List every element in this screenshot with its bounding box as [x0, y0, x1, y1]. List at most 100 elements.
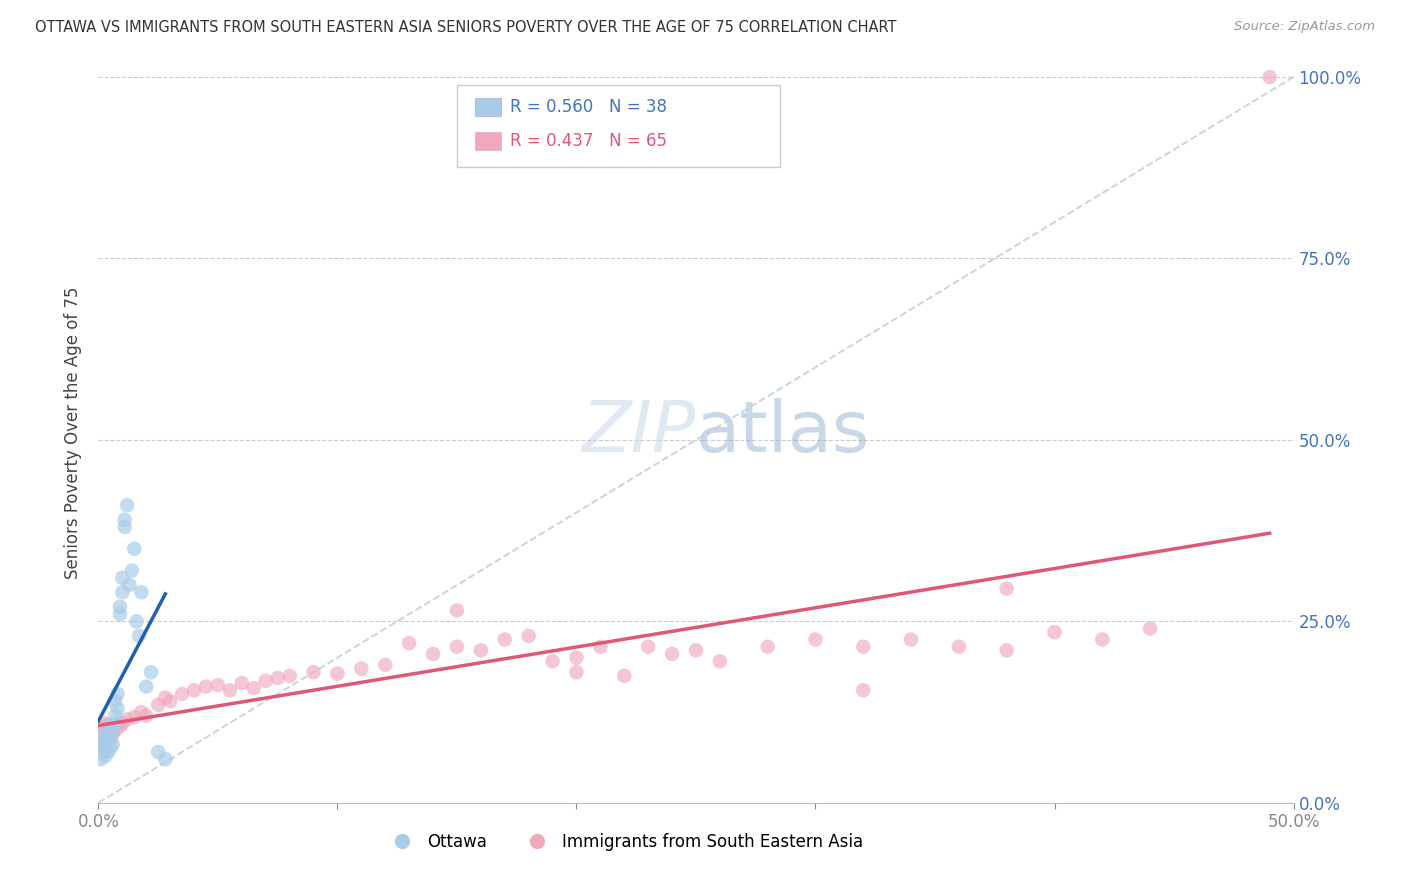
Point [108, 720, 131, 734]
Point [108, 599, 131, 614]
Point [267, 671, 290, 685]
Point [114, 513, 136, 527]
Point [98, 720, 122, 734]
Point [207, 678, 229, 692]
Point [91, 745, 114, 759]
Point [852, 640, 875, 654]
Point [709, 654, 731, 668]
Point [900, 632, 922, 647]
Point [231, 676, 253, 690]
Point [326, 666, 349, 681]
Point [804, 632, 827, 647]
Point [94, 731, 117, 745]
Point [756, 640, 779, 654]
Point [128, 629, 150, 643]
Point [97, 729, 120, 743]
Point [541, 654, 564, 668]
Point [98, 741, 122, 756]
Point [98, 731, 122, 745]
Point [195, 680, 218, 694]
Point [278, 669, 301, 683]
Text: atlas: atlas [696, 398, 870, 467]
Point [94, 734, 117, 748]
Point [111, 571, 134, 585]
Point [148, 745, 170, 759]
Point [183, 683, 205, 698]
Point [948, 640, 970, 654]
Point [101, 723, 124, 738]
Point [494, 632, 516, 647]
Point [148, 698, 170, 712]
Point [107, 687, 129, 701]
Point [91, 723, 114, 738]
Point [90, 738, 112, 752]
Text: R = 0.560   N = 38: R = 0.560 N = 38 [510, 98, 668, 116]
Point [470, 643, 492, 657]
Point [589, 640, 612, 654]
Point [91, 731, 114, 745]
Point [104, 715, 127, 730]
Point [1139, 622, 1161, 636]
Point [101, 727, 124, 741]
Point [139, 665, 162, 680]
Point [125, 615, 148, 629]
Point [1043, 625, 1066, 640]
Point [135, 680, 157, 694]
Point [98, 731, 122, 746]
Point [111, 715, 134, 730]
Point [94, 720, 117, 734]
Point [613, 669, 636, 683]
Point [97, 738, 120, 752]
Point [108, 607, 131, 621]
Point [685, 643, 707, 657]
Text: OTTAWA VS IMMIGRANTS FROM SOUTH EASTERN ASIA SENIORS POVERTY OVER THE AGE OF 75 : OTTAWA VS IMMIGRANTS FROM SOUTH EASTERN … [35, 20, 897, 35]
Point [852, 683, 875, 698]
Text: ZIP: ZIP [582, 398, 696, 467]
Point [302, 665, 325, 680]
Point [114, 520, 136, 534]
Point [172, 687, 194, 701]
Point [219, 683, 242, 698]
Point [155, 690, 177, 705]
Point [446, 640, 468, 654]
Point [104, 694, 127, 708]
Point [135, 708, 157, 723]
Legend: Ottawa, Immigrants from South Eastern Asia: Ottawa, Immigrants from South Eastern As… [378, 826, 870, 857]
Point [115, 712, 138, 726]
Point [97, 717, 120, 731]
Point [374, 657, 396, 672]
Point [94, 727, 117, 741]
Point [565, 650, 588, 665]
Point [124, 541, 146, 556]
Point [398, 636, 420, 650]
Point [131, 585, 153, 599]
Point [101, 738, 124, 752]
Y-axis label: Seniors Poverty Over the Age of 75: Seniors Poverty Over the Age of 75 [65, 286, 83, 579]
Point [565, 665, 588, 680]
Point [159, 694, 181, 708]
Point [97, 723, 120, 738]
Point [254, 673, 277, 688]
Point [90, 752, 112, 766]
Point [1258, 70, 1281, 84]
Point [155, 752, 177, 766]
Point [107, 717, 129, 731]
Point [350, 661, 373, 675]
Point [131, 705, 153, 719]
Point [243, 681, 266, 695]
Text: R = 0.437   N = 65: R = 0.437 N = 65 [510, 132, 668, 150]
Point [107, 701, 129, 715]
Point [446, 603, 468, 617]
Point [90, 727, 112, 741]
Point [422, 647, 444, 661]
Point [121, 564, 143, 578]
Point [115, 498, 138, 512]
Point [118, 578, 141, 592]
Point [124, 710, 146, 724]
Point [91, 734, 114, 748]
Point [637, 640, 659, 654]
Point [91, 738, 114, 752]
Point [94, 748, 117, 763]
Point [90, 741, 112, 756]
Point [1091, 632, 1114, 647]
